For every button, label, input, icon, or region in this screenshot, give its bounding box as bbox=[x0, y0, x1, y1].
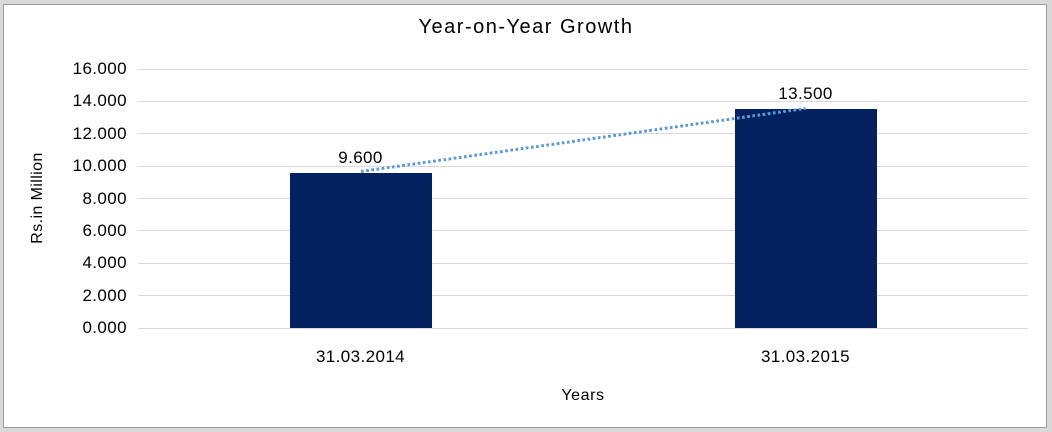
bar-value-label: 13.500 bbox=[778, 84, 833, 104]
y-axis-tick-label: 2.000 bbox=[82, 285, 127, 305]
bar bbox=[289, 172, 432, 328]
gridline bbox=[138, 230, 1028, 232]
y-axis-tick-label: 6.000 bbox=[82, 220, 127, 240]
chart-title: Year-on-Year Growth bbox=[418, 16, 634, 38]
y-axis-tick-label: 8.000 bbox=[82, 188, 127, 208]
bar-value-label: 9.600 bbox=[338, 147, 383, 167]
bar bbox=[734, 109, 877, 328]
gridline bbox=[138, 295, 1028, 297]
y-axis-tick-label: 14.000 bbox=[72, 91, 127, 111]
y-axis-tick-label: 0.000 bbox=[82, 318, 127, 337]
gridline bbox=[138, 68, 1028, 70]
gridline bbox=[138, 100, 1028, 102]
gridline bbox=[138, 133, 1028, 135]
gridline bbox=[138, 198, 1028, 199]
y-axis-tick-label: 4.000 bbox=[82, 253, 127, 273]
y-axis-tick-label: 16.000 bbox=[72, 59, 127, 78]
x-axis-category-label: 31.03.2015 bbox=[760, 347, 851, 366]
y-axis-tick-label: 10.000 bbox=[72, 156, 127, 176]
gridline bbox=[138, 327, 1028, 329]
y-axis-tick-label: 12.000 bbox=[72, 123, 127, 143]
gridline bbox=[138, 262, 1028, 264]
x-axis-title: Years bbox=[561, 387, 605, 404]
gridline bbox=[138, 165, 1028, 167]
x-axis-category-label: 31.03.2014 bbox=[315, 347, 406, 366]
